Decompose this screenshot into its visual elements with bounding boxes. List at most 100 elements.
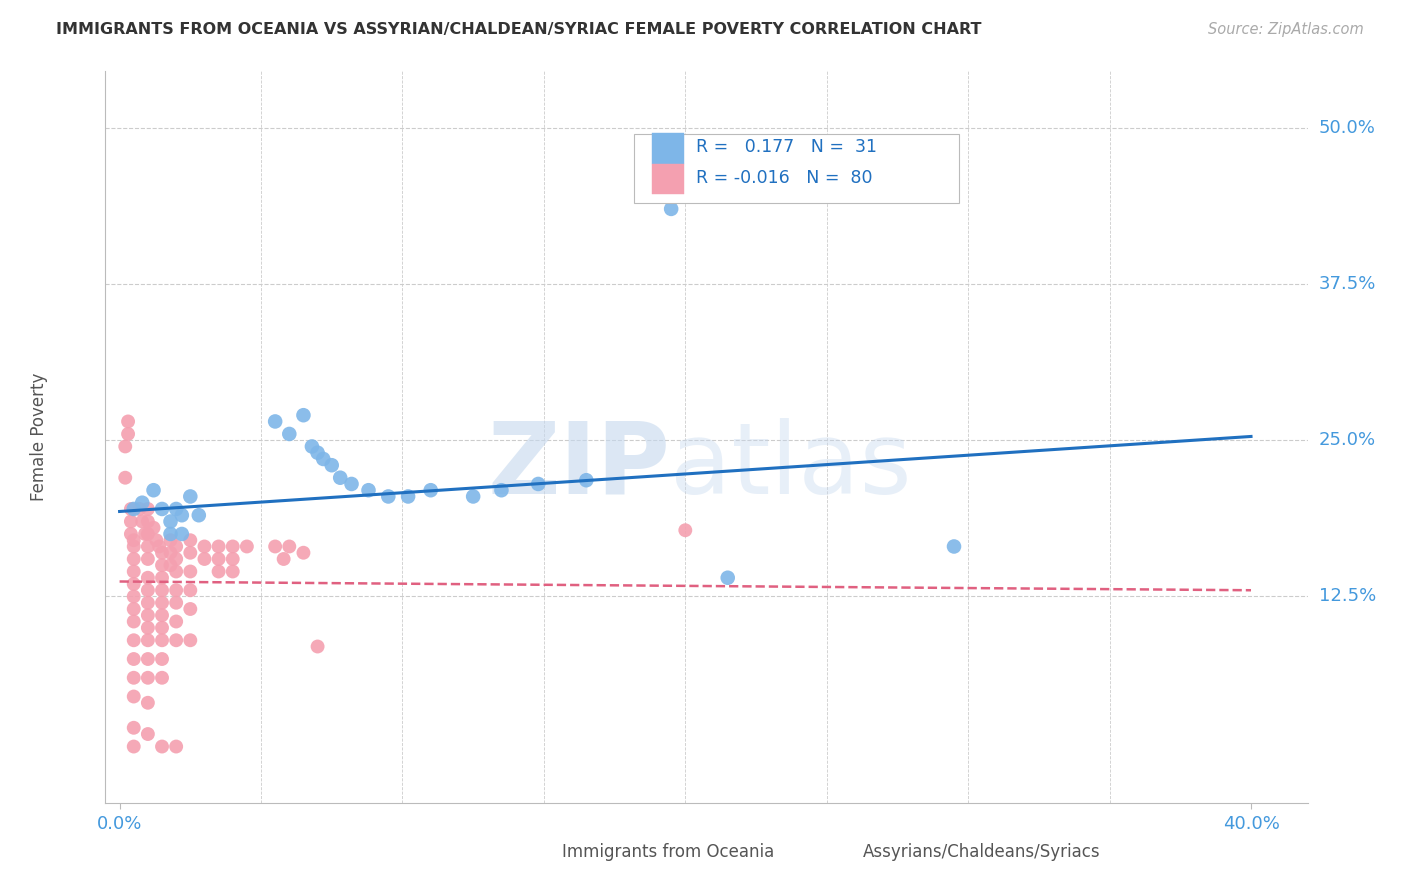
Point (301, 440, 323, 454)
Point (236, 540, 259, 554)
Point (122, 565, 145, 579)
Point (136, 502, 159, 516)
Point (943, 540, 966, 554)
Point (165, 540, 187, 554)
Point (150, 596, 173, 610)
Text: atlas: atlas (671, 417, 912, 515)
Point (117, 414, 139, 428)
Point (122, 533, 145, 548)
Point (150, 502, 173, 516)
Point (136, 571, 159, 585)
Point (207, 540, 229, 554)
Text: Female Poverty: Female Poverty (31, 373, 48, 501)
Point (179, 583, 201, 598)
Point (136, 727, 159, 741)
Point (307, 640, 329, 654)
Point (122, 502, 145, 516)
FancyBboxPatch shape (524, 840, 555, 869)
Point (122, 633, 145, 648)
Point (273, 552, 295, 566)
Point (159, 533, 181, 548)
Point (122, 652, 145, 666)
Point (193, 540, 215, 554)
Point (159, 546, 181, 560)
Point (222, 552, 245, 566)
Point (120, 515, 142, 529)
Point (165, 615, 187, 629)
Text: 37.5%: 37.5% (1319, 275, 1376, 293)
Text: ZIP: ZIP (488, 417, 671, 515)
Point (150, 671, 173, 685)
Point (150, 546, 173, 560)
Point (122, 540, 145, 554)
Point (165, 552, 187, 566)
Point (222, 540, 245, 554)
Point (150, 739, 173, 754)
Point (165, 739, 187, 754)
Point (131, 515, 153, 529)
Point (136, 608, 159, 623)
Point (122, 721, 145, 735)
Point (150, 621, 173, 635)
FancyBboxPatch shape (824, 840, 856, 869)
Point (575, 473, 598, 487)
Point (159, 527, 181, 541)
Point (150, 558, 173, 573)
Point (165, 583, 187, 598)
Point (136, 596, 159, 610)
Point (717, 571, 740, 585)
Point (179, 533, 201, 548)
Point (128, 502, 150, 516)
Point (278, 426, 301, 441)
Point (136, 671, 159, 685)
Point (179, 546, 201, 560)
Point (122, 590, 145, 604)
Point (117, 426, 139, 441)
Point (321, 458, 343, 473)
Point (377, 490, 399, 504)
Point (207, 565, 229, 579)
Point (207, 552, 229, 566)
Point (179, 602, 201, 616)
Point (187, 508, 209, 523)
Point (122, 602, 145, 616)
Point (193, 552, 215, 566)
Point (159, 515, 181, 529)
Point (170, 527, 193, 541)
Point (150, 608, 173, 623)
Text: Immigrants from Oceania: Immigrants from Oceania (562, 843, 775, 861)
Point (170, 508, 193, 523)
FancyBboxPatch shape (634, 134, 959, 203)
Point (136, 652, 159, 666)
Point (329, 471, 352, 485)
Point (264, 540, 287, 554)
Text: R = -0.016   N =  80: R = -0.016 N = 80 (696, 169, 872, 187)
Point (527, 477, 550, 491)
Point (463, 490, 485, 504)
Point (136, 552, 159, 566)
Point (120, 527, 142, 541)
Point (136, 633, 159, 648)
Point (419, 483, 441, 498)
Text: Assyrians/Chaldeans/Syriacs: Assyrians/Chaldeans/Syriacs (863, 843, 1101, 861)
Point (264, 414, 287, 428)
Point (340, 477, 363, 491)
Point (120, 502, 142, 516)
Point (114, 471, 136, 485)
Point (179, 633, 201, 648)
Point (136, 583, 159, 598)
Point (357, 483, 380, 498)
Point (122, 577, 145, 591)
Point (179, 490, 201, 504)
Point (159, 558, 181, 573)
Point (142, 521, 165, 535)
Point (136, 515, 159, 529)
Point (122, 671, 145, 685)
Point (659, 202, 682, 216)
Point (122, 690, 145, 704)
Point (114, 440, 136, 454)
Point (165, 596, 187, 610)
Point (136, 696, 159, 710)
Point (136, 540, 159, 554)
Point (307, 446, 329, 460)
